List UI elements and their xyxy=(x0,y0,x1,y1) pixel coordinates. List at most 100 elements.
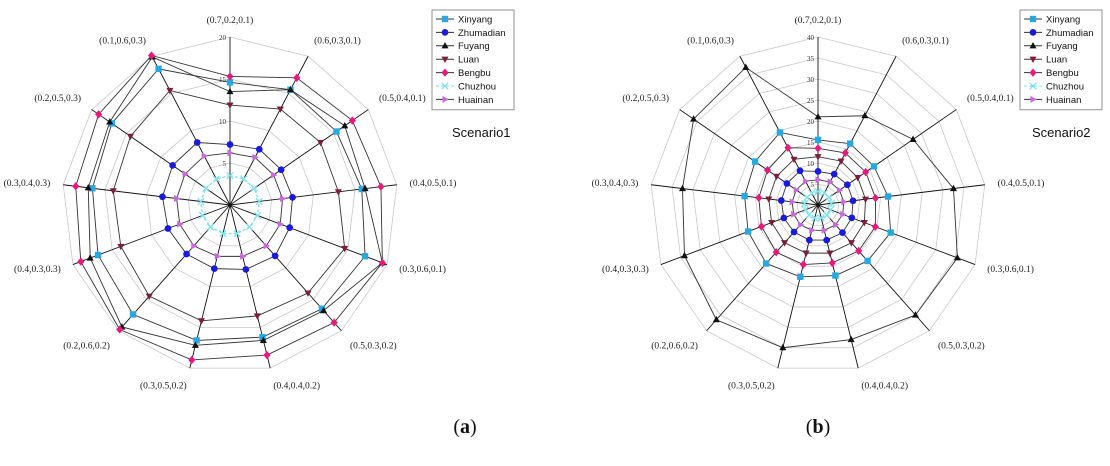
data-point xyxy=(823,236,831,244)
series-line xyxy=(112,89,346,322)
axis-label: (0.3,0.6,0.1) xyxy=(399,264,446,275)
data-point xyxy=(755,193,763,202)
legend-label: Fuyang xyxy=(1046,41,1078,52)
data-point xyxy=(240,252,247,260)
data-point xyxy=(814,168,822,175)
legend-label: Xinyang xyxy=(458,14,492,25)
data-point xyxy=(802,250,810,257)
axis-label: (0.4,0.4,0.2) xyxy=(273,381,320,392)
legend-marker xyxy=(441,41,449,49)
data-point xyxy=(166,87,174,95)
data-point xyxy=(226,72,234,81)
data-point xyxy=(814,136,822,144)
data-point xyxy=(77,257,85,266)
grid-ring xyxy=(692,78,944,328)
data-point xyxy=(202,184,210,192)
scenario-label: Scenario1 xyxy=(452,125,511,140)
axis-label: (0.6,0.3,0.1) xyxy=(902,36,949,47)
radial-tick-label: 15 xyxy=(219,76,227,84)
grid-ring xyxy=(146,120,314,287)
legend-label: Bengbu xyxy=(458,68,491,79)
legend-label: Zhumadian xyxy=(1046,28,1094,39)
grid-ring xyxy=(187,162,273,247)
grid-ring xyxy=(796,183,840,226)
axis-label: (0.4,0.3,0.3) xyxy=(14,264,61,275)
data-point xyxy=(155,65,162,73)
data-point xyxy=(801,206,810,214)
legend: Xinyang Zhumadian Fuyang Luan Bengbu Chuzhou H… xyxy=(431,9,515,111)
data-point xyxy=(197,318,205,325)
grid-ring xyxy=(713,99,923,308)
data-point xyxy=(227,149,234,157)
legend-marker xyxy=(1030,95,1037,103)
data-point xyxy=(825,193,833,202)
radial-tick-label: 10 xyxy=(219,118,227,126)
legend-label: Zhumadian xyxy=(458,28,506,39)
axis-label: (0.7,0.2,0.1) xyxy=(795,15,842,26)
legend-marker xyxy=(1029,15,1037,23)
data-point xyxy=(193,337,200,344)
legend-item-zhumadian: Zhumadian xyxy=(1024,28,1094,39)
data-point xyxy=(789,198,796,206)
series-zhumadian xyxy=(159,139,296,273)
series-line xyxy=(87,56,383,346)
series-bengbu xyxy=(72,51,386,365)
data-point xyxy=(226,87,234,95)
data-point xyxy=(849,197,857,205)
legend-label: Xinyang xyxy=(1046,14,1080,25)
data-point xyxy=(84,183,92,191)
legend-item-fuyang: Fuyang xyxy=(1024,41,1078,52)
data-point xyxy=(953,254,961,261)
data-point xyxy=(864,257,871,265)
data-point xyxy=(821,226,829,234)
axis-label: (0.3,0.5,0.2) xyxy=(728,381,775,392)
data-point xyxy=(862,196,870,204)
data-point xyxy=(72,182,80,191)
data-point xyxy=(129,311,137,318)
legend-marker xyxy=(442,95,449,103)
series-line xyxy=(682,66,958,349)
series-zhumadian xyxy=(777,167,857,244)
legend-item-bengbu: Bengbu xyxy=(436,68,491,79)
data-point xyxy=(742,63,750,70)
radial-tick-label: 40 xyxy=(807,34,815,42)
grid-ring xyxy=(775,162,861,247)
series-line xyxy=(176,152,283,257)
radar-grid xyxy=(650,36,986,369)
data-point xyxy=(815,176,822,184)
data-point xyxy=(318,305,326,312)
data-point xyxy=(847,335,855,343)
series-line xyxy=(803,190,833,219)
data-point xyxy=(188,355,196,365)
data-point xyxy=(809,226,816,234)
data-point xyxy=(109,188,117,195)
data-point xyxy=(259,333,266,341)
series-xinyang xyxy=(741,129,894,280)
radial-tick-label: 20 xyxy=(219,34,227,42)
radar-panel-b: 5 10 15 20 25 30 35 40 (0.7,0.2,0.1) (0.6,0.3,0.1… xyxy=(592,9,1103,438)
data-point xyxy=(174,194,181,203)
data-point xyxy=(193,139,201,146)
data-point xyxy=(814,154,822,161)
legend-label: Bengbu xyxy=(1046,68,1079,79)
data-point xyxy=(270,171,278,179)
data-point xyxy=(841,148,849,158)
data-point xyxy=(805,211,813,219)
radial-tick-label: 35 xyxy=(807,55,815,63)
legend-marker xyxy=(441,56,449,64)
radial-tick-label: 10 xyxy=(807,160,815,168)
radial-tick-label: 20 xyxy=(807,118,815,126)
data-point xyxy=(844,181,851,189)
axis-label: (0.1,0.6,0.3) xyxy=(687,36,734,47)
axis-label: (0.2,0.5,0.3) xyxy=(622,93,669,104)
grid-ring xyxy=(62,36,398,369)
data-point xyxy=(361,184,369,192)
data-point xyxy=(791,210,798,218)
data-point xyxy=(145,293,153,301)
data-point xyxy=(781,240,789,247)
data-point xyxy=(126,133,134,141)
data-point xyxy=(348,116,356,125)
legend-marker xyxy=(1029,56,1037,64)
data-point xyxy=(805,236,813,244)
panel-label: (a) xyxy=(453,416,476,438)
